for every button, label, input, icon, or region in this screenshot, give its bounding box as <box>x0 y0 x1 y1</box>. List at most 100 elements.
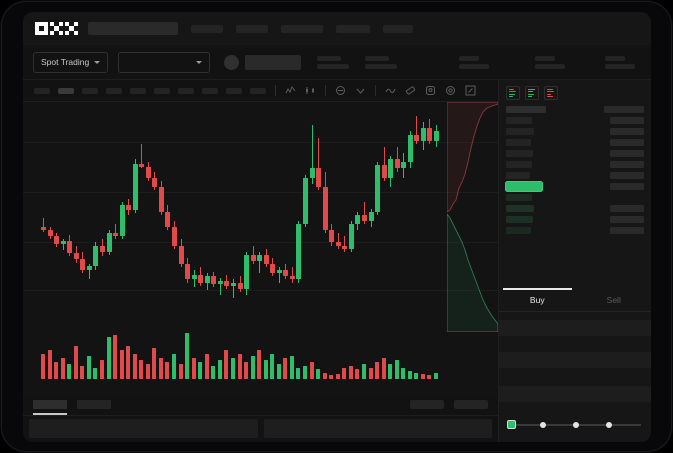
candle <box>67 102 73 312</box>
timeframe-1m[interactable] <box>34 87 50 94</box>
volume-bar <box>283 357 288 379</box>
slider-stop-25[interactable] <box>540 421 546 428</box>
timeframe-more[interactable] <box>250 87 266 94</box>
timeframe-1w[interactable] <box>202 87 218 94</box>
timeframe-15m[interactable] <box>82 87 98 94</box>
candlestick-icon[interactable] <box>305 85 316 96</box>
orderbook-header-row <box>499 106 651 117</box>
order-price-field[interactable] <box>499 352 651 368</box>
order-amount-field[interactable] <box>499 386 651 402</box>
order-amount-slider[interactable] <box>507 420 644 430</box>
candle <box>86 102 92 312</box>
pair-selector[interactable] <box>118 51 211 73</box>
slider-stop-50[interactable] <box>573 421 579 428</box>
orderbook-mode-both[interactable] <box>506 86 520 100</box>
volume-bar <box>342 367 347 379</box>
bottom-panel-left[interactable] <box>29 419 258 438</box>
nav-item-derivatives[interactable] <box>281 24 323 33</box>
volume-bar <box>224 350 229 379</box>
settings-icon[interactable] <box>445 85 456 96</box>
nav-item-earn[interactable] <box>336 24 370 33</box>
volume-bar <box>375 361 380 379</box>
timeframe-4h[interactable] <box>154 87 170 94</box>
chevron-down-icon <box>94 60 101 64</box>
orderbook-ask-row[interactable] <box>499 139 651 150</box>
candle <box>126 102 132 312</box>
volume-bar <box>263 359 268 379</box>
candle <box>388 102 394 312</box>
indicators-icon[interactable] <box>335 85 346 96</box>
timeframe-1h[interactable] <box>130 87 146 94</box>
nav-item-more[interactable] <box>383 24 413 33</box>
orderbook-bid-row[interactable] <box>499 227 651 238</box>
orderbook-ask-row[interactable] <box>499 172 651 183</box>
candle <box>434 102 439 312</box>
volume-bar <box>381 357 386 379</box>
candle <box>204 102 210 312</box>
price-chart[interactable] <box>23 102 498 399</box>
measure-icon[interactable] <box>405 85 416 96</box>
candle <box>420 102 426 312</box>
orders-action-1[interactable] <box>410 400 444 409</box>
volume-bar <box>119 350 124 379</box>
slider-stop-75[interactable] <box>606 421 612 428</box>
volume-bar <box>348 365 353 379</box>
volume-bar <box>86 356 91 379</box>
candle <box>407 102 413 312</box>
timeframe-1d[interactable] <box>178 87 194 94</box>
orderbook-ask-row[interactable] <box>499 161 651 172</box>
last-price <box>245 54 302 70</box>
volume-bar <box>172 354 176 379</box>
bottom-panels <box>23 419 498 442</box>
candle <box>41 102 46 312</box>
orderbook-rows[interactable] <box>499 106 651 238</box>
candle <box>237 102 243 312</box>
volume-bar <box>60 357 65 379</box>
bottom-panel-right[interactable] <box>263 419 492 438</box>
candle <box>224 102 230 312</box>
candle <box>93 102 99 312</box>
candle <box>185 102 191 312</box>
okx-logo[interactable] <box>35 22 78 35</box>
candle <box>276 102 282 312</box>
orders-action-2[interactable] <box>454 400 488 409</box>
trend-line-icon[interactable] <box>385 85 396 96</box>
orderbook-bid-row[interactable] <box>499 205 651 216</box>
candle <box>270 102 276 312</box>
orderbook-ask-row[interactable] <box>499 150 651 161</box>
timeframe-1M[interactable] <box>226 87 242 94</box>
nav-item-trade[interactable] <box>236 24 268 33</box>
stat-24h-volume-base <box>535 55 566 69</box>
candle <box>427 102 433 312</box>
fullscreen-icon[interactable] <box>465 85 476 96</box>
trading-mode-selector[interactable]: Spot Trading <box>33 51 109 73</box>
orderbook-mode-bids[interactable] <box>525 86 539 100</box>
orderbook-ask-row[interactable] <box>499 117 651 128</box>
candle <box>230 102 236 312</box>
chart-style-icon[interactable] <box>355 85 366 96</box>
candle <box>342 102 348 312</box>
orderbook-ask-row[interactable] <box>499 128 651 139</box>
volume-bar <box>303 365 307 379</box>
tab-buy[interactable]: Buy <box>499 288 576 311</box>
slider-handle[interactable] <box>507 420 516 429</box>
timeframe-30m[interactable] <box>106 87 122 94</box>
orderbook-mode-asks[interactable] <box>544 86 558 100</box>
orderbook-bid-row[interactable] <box>499 216 651 227</box>
nav-item-markets[interactable] <box>191 24 223 33</box>
volume-bar <box>368 367 373 379</box>
tab-open-orders[interactable] <box>33 400 67 409</box>
candle <box>309 102 315 312</box>
volume-bar <box>394 359 399 379</box>
volume-bar <box>113 334 118 379</box>
search-input[interactable] <box>88 22 178 35</box>
volume-bar <box>106 336 111 379</box>
line-chart-icon[interactable] <box>285 85 296 96</box>
tab-sell[interactable]: Sell <box>606 294 621 305</box>
volume-bar <box>244 361 249 379</box>
timeframe-5m[interactable] <box>58 87 74 94</box>
orderbook-bid-row[interactable] <box>499 194 651 205</box>
alert-icon[interactable] <box>425 85 436 96</box>
tab-order-history[interactable] <box>77 400 111 409</box>
order-type-field[interactable] <box>499 320 651 336</box>
